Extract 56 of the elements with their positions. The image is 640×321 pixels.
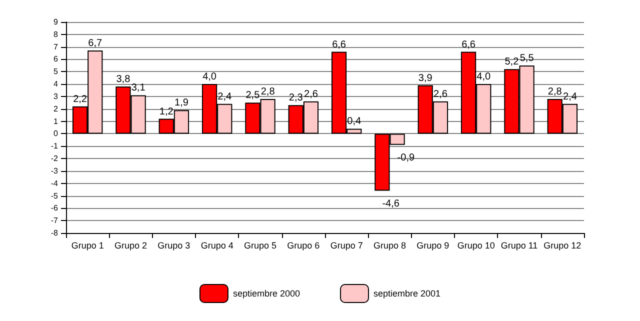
x-tick-label: Grupo 2 xyxy=(114,240,148,250)
y-tick-label: -6 xyxy=(50,204,59,213)
x-tick-label: Grupo 9 xyxy=(416,240,450,250)
x-tick-label: Grupo 11 xyxy=(500,240,538,250)
y-tick-label: 0 xyxy=(54,129,59,138)
y-tick-label: -4 xyxy=(50,178,59,188)
x-tick-label: Grupo 12 xyxy=(544,240,582,250)
y-tick-label: -2 xyxy=(50,154,59,164)
data-label: 3,1 xyxy=(131,82,146,94)
x-tick-label: Grupo 8 xyxy=(373,240,406,250)
y-tick-label: -1 xyxy=(50,142,59,151)
x-tick-label: Grupo 10 xyxy=(457,240,495,250)
y-tick-label: 5 xyxy=(54,67,59,76)
y-tick-label: 8 xyxy=(54,30,59,39)
data-label: 2,2 xyxy=(73,94,88,105)
y-tick-label: 2 xyxy=(54,104,59,114)
legend-label: septiembre 2001 xyxy=(374,288,441,298)
x-tick-label: Grupo 7 xyxy=(330,240,363,250)
y-tick-label: -7 xyxy=(50,216,59,226)
data-label: 2,8 xyxy=(548,86,562,98)
y-tick-label: 4 xyxy=(54,80,59,89)
data-label: 0,4 xyxy=(347,116,362,128)
x-tick-label: Grupo 6 xyxy=(287,240,320,250)
data-label: -0,9 xyxy=(397,152,415,164)
x-tick-label: Grupo 4 xyxy=(200,240,234,250)
data-label: 4,0 xyxy=(202,72,217,83)
data-label: -4,6 xyxy=(382,198,400,210)
data-label: 2,4 xyxy=(563,91,578,102)
data-label: 6,6 xyxy=(332,39,346,50)
data-label: 2,6 xyxy=(434,88,448,100)
data-label: 2,5 xyxy=(246,90,260,102)
y-tick-label: -3 xyxy=(50,166,59,176)
data-label: 3,9 xyxy=(418,72,433,84)
data-label: 6,6 xyxy=(462,39,476,50)
data-label: 2,4 xyxy=(218,91,232,102)
data-label: 2,8 xyxy=(260,86,276,98)
y-tick-label: -5 xyxy=(50,191,59,200)
data-label: 1,9 xyxy=(174,98,189,109)
y-tick-label: 7 xyxy=(54,42,59,52)
data-label: 1,2 xyxy=(159,106,174,118)
data-label: 5,5 xyxy=(520,52,534,64)
data-label: 6,7 xyxy=(88,38,103,50)
legend-label: septiembre 2000 xyxy=(232,288,300,298)
y-tick-label: 3 xyxy=(54,92,59,101)
data-label: 5,2 xyxy=(504,56,520,68)
x-tick-label: Grupo 1 xyxy=(71,240,104,250)
y-tick-label: 6 xyxy=(54,54,59,64)
x-tick-label: Grupo 5 xyxy=(244,240,277,250)
y-tick-label: 1 xyxy=(54,116,59,126)
data-label: 4,0 xyxy=(476,72,492,83)
data-label: 2,3 xyxy=(288,92,304,104)
y-tick-label: 9 xyxy=(54,18,59,26)
data-label: 2,6 xyxy=(304,88,318,100)
data-label: 3,8 xyxy=(116,74,131,86)
x-tick-label: Grupo 3 xyxy=(158,240,190,250)
y-tick-label: -8 xyxy=(50,228,59,238)
